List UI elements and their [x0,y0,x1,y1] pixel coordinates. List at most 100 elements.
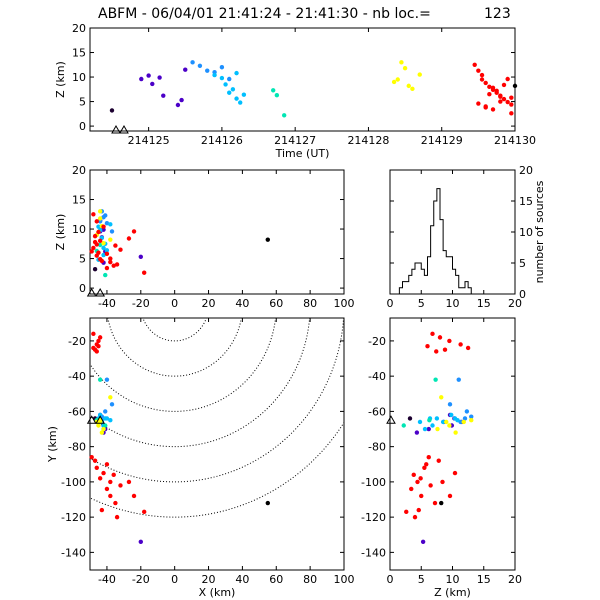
source-point [402,66,408,71]
y-axis-label: Z (km) [54,214,67,251]
source-point [94,253,99,258]
source-point [435,426,440,432]
source-point [126,236,132,241]
y-axis-label: number of sources [533,180,546,283]
source-point [439,500,444,506]
y-tick-label: -140 [61,546,86,559]
x-tick-label: 60 [269,573,283,586]
station-triangle [386,415,396,424]
source-point [99,258,105,264]
source-point [426,455,431,460]
z-tick-label: 15 [72,47,86,60]
source-point [103,409,108,414]
y-axis-label: Y (km) [46,426,59,463]
z-y-panel: 0 5 10 15 20 -20 -40 -60 -80 -100 -120 -140 Z (km) [361,317,522,599]
source-point [409,486,414,492]
source-point [464,409,470,414]
source-point [223,82,228,87]
source-point [104,251,110,257]
source-point [91,212,96,217]
source-point [427,418,432,423]
source-point [270,88,276,93]
source-point [179,97,184,103]
source-point [422,426,428,432]
source-point [146,73,151,78]
source-point [91,331,96,337]
source-point [412,514,418,520]
source-point [230,87,236,92]
source-point [414,430,420,435]
source-point [94,465,99,470]
source-point [138,254,143,259]
station-triangle [111,124,121,134]
source-point [439,395,444,400]
source-point [440,419,446,425]
source-point [430,423,435,428]
source-point [114,262,120,267]
y-tick-label: -140 [361,546,386,559]
source-point [469,414,474,419]
source-point [426,426,431,432]
x-axis-label: X (km) [199,586,236,599]
source-point [447,338,452,344]
source-point [444,419,449,425]
source-point [118,247,123,252]
source-point [89,455,94,460]
plot-frame [89,317,345,571]
source-point [109,108,115,113]
source-point [150,81,155,87]
z-tick-label: 0 [387,573,394,586]
source-point [92,267,98,272]
station-triangle [86,415,97,424]
source-point [238,100,243,105]
source-point [131,229,137,234]
source-point [219,75,225,81]
source-point [461,419,466,425]
source-point [97,377,103,382]
source-point [161,93,166,98]
source-point [487,84,492,90]
source-point [96,423,101,428]
source-point [458,342,463,347]
source-point [97,216,103,221]
y-tick-label: -120 [361,511,386,524]
source-point [406,83,411,89]
source-point [281,113,287,118]
source-point [108,259,113,265]
count-tick-label: 0 [519,288,526,301]
source-point [113,243,118,248]
source-point [425,343,430,349]
source-point [418,476,423,481]
source-point [490,107,496,112]
source-point [442,347,448,352]
x-tick-label: 40 [235,573,249,586]
source-point [131,493,137,499]
source-point [407,416,413,421]
x-tick-label: -40 [98,573,116,586]
source-point [126,479,132,485]
source-point [417,72,422,77]
z-tick-label: 0 [79,120,86,133]
source-point [101,252,106,258]
z-tick-label: 20 [72,22,86,35]
source-point [108,418,113,423]
x-tick-label: 20 [508,297,522,310]
station-triangle [95,287,106,297]
source-point [401,423,406,428]
y-tick-label: -20 [368,335,386,348]
plan-view-panel: -40 -20 0 20 40 60 80 100 -20 -40 -60 -80 -100 -120 -1… [46,317,355,599]
source-point [447,493,453,499]
source-point [96,229,101,235]
source-point [483,80,488,86]
z-tick-label: 5 [79,253,86,266]
x-tick-label: 10 [446,297,460,310]
source-point [96,338,101,344]
source-point [505,76,510,82]
x-height-panel: -40 -20 0 20 40 60 80 100 0 5 10 15 20 Z (km) [54,164,355,310]
source-point [97,209,103,214]
plot-frame [389,317,516,571]
source-point [92,239,98,245]
source-point [141,509,147,515]
source-point [399,60,404,65]
source-point [103,423,108,428]
